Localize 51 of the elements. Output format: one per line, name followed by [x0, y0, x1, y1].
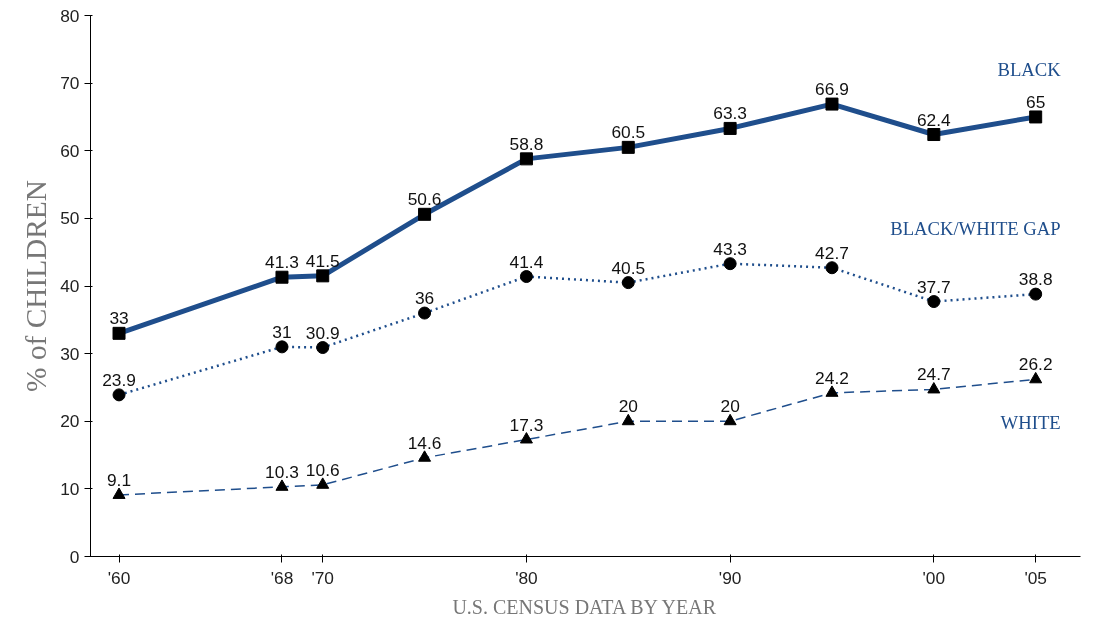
y-tick-label: 50: [60, 208, 80, 229]
x-tick-label: '90: [718, 567, 742, 588]
data-label: 10.6: [305, 459, 340, 480]
data-label: 50.6: [407, 189, 442, 210]
data-label: 63.3: [713, 103, 747, 124]
data-label: 60.5: [611, 122, 646, 143]
data-label: 38.8: [1018, 269, 1053, 290]
data-label: 58.8: [509, 133, 544, 154]
y-tick-label: 40: [60, 276, 80, 296]
data-label: 42.7: [815, 242, 849, 263]
x-tick-label: '00: [922, 567, 946, 588]
data-label: 41.4: [509, 251, 544, 272]
x-tick-label: '60: [107, 567, 131, 588]
y-axis-title: % of CHILDREN: [20, 180, 53, 392]
series-label: BLACK: [997, 58, 1062, 80]
y-tick-label: 20: [60, 411, 80, 432]
data-label: 43.3: [713, 238, 747, 259]
data-label: 62.4: [916, 109, 952, 130]
data-label: 26.2: [1018, 354, 1053, 375]
data-label: 65: [1026, 91, 1046, 112]
data-label: 9.1: [106, 469, 132, 490]
data-label: 20: [618, 396, 638, 417]
data-label: 66.9: [815, 79, 849, 100]
data-label: 20: [720, 396, 740, 417]
y-tick-label: 70: [60, 73, 80, 94]
text: BLACK/WHITE GAP: [890, 217, 1061, 239]
data-label: 37.7: [916, 276, 951, 297]
series-label: WHITE: [1000, 412, 1061, 434]
x-tick-label: '80: [515, 567, 538, 588]
data-label: 31: [272, 321, 292, 342]
data-label: 40.5: [611, 257, 646, 278]
y-tick-label: 10: [60, 478, 80, 499]
data-label: 41.5: [305, 250, 340, 271]
data-label: 23.9: [102, 369, 136, 390]
data-label: 24.7: [916, 364, 951, 385]
x-tick-label: '68: [270, 567, 294, 588]
y-tick-label: 80: [60, 5, 80, 26]
y-tick-label: 0: [69, 546, 80, 567]
data-label: 10.3: [265, 461, 299, 482]
y-tick-label: 30: [60, 343, 80, 364]
data-label: 41.3: [265, 252, 299, 273]
data-label: 14.6: [407, 432, 442, 453]
x-tick-label: '05: [1024, 567, 1047, 588]
x-tick-label: '70: [311, 567, 335, 588]
data-label: 17.3: [509, 414, 544, 435]
x-axis-title: U.S. CENSUS DATA BY YEAR: [452, 595, 717, 618]
data-label: 30.9: [305, 322, 340, 343]
data-label: 24.2: [815, 367, 849, 388]
data-label: 36: [414, 288, 435, 309]
data-label: 33: [109, 308, 129, 329]
y-tick-label: 60: [60, 140, 80, 161]
